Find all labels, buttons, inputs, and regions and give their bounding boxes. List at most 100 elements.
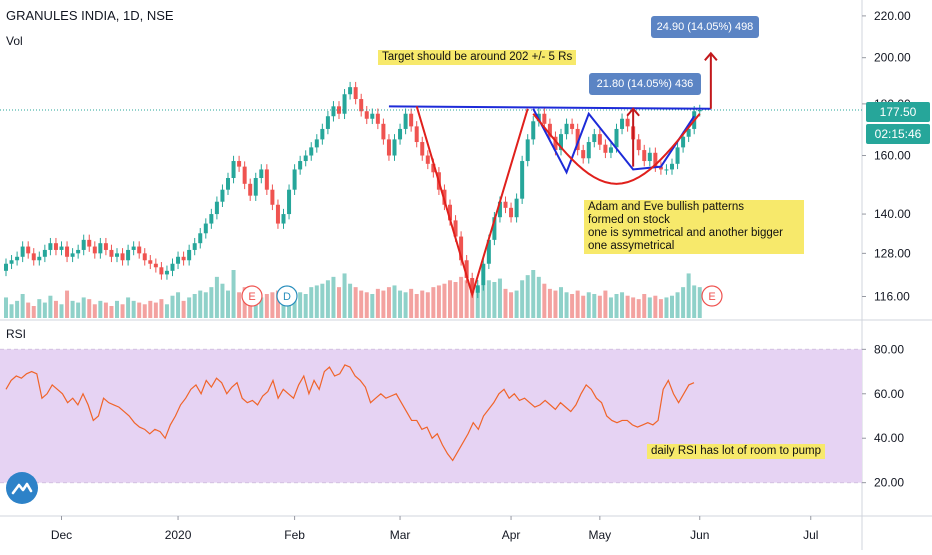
volume-bar bbox=[231, 270, 236, 318]
candle-body bbox=[220, 189, 225, 202]
candle-body bbox=[686, 128, 691, 137]
candle-body bbox=[353, 87, 358, 100]
candle-body bbox=[192, 243, 197, 250]
volume-bar bbox=[620, 292, 625, 318]
candle-body bbox=[670, 163, 674, 170]
adam-v-line bbox=[415, 106, 529, 299]
pattern-note-line: formed on stock bbox=[588, 214, 670, 226]
candle-body bbox=[681, 136, 686, 148]
candle-body bbox=[425, 155, 430, 164]
candle-body bbox=[614, 128, 619, 148]
candle-body bbox=[231, 161, 236, 179]
volume-bar bbox=[109, 306, 114, 318]
volume-bar bbox=[392, 285, 397, 318]
volume-bar bbox=[509, 292, 514, 318]
volume-bar bbox=[9, 304, 14, 318]
chart-title[interactable]: GRANULES INDIA, 1D, NSE bbox=[6, 8, 174, 23]
event-marker-circle bbox=[276, 285, 298, 307]
candle-body bbox=[164, 270, 169, 275]
volume-bar bbox=[497, 278, 502, 318]
volume-bar bbox=[164, 304, 169, 318]
tradingview-logo[interactable] bbox=[6, 472, 38, 504]
inner-w-line bbox=[532, 108, 696, 175]
candle-body bbox=[109, 249, 114, 257]
volume-bar bbox=[642, 294, 647, 318]
candle-body bbox=[159, 267, 164, 275]
candle-body bbox=[214, 201, 219, 215]
candle-body bbox=[381, 123, 386, 140]
candle-body bbox=[48, 243, 53, 250]
volume-bar bbox=[575, 290, 580, 318]
candle-body bbox=[348, 87, 353, 95]
volume-bar bbox=[442, 283, 447, 318]
volume-bar bbox=[176, 292, 181, 318]
volume-bar bbox=[553, 290, 558, 318]
volume-bar bbox=[170, 295, 175, 318]
event-marker[interactable]: E bbox=[701, 285, 723, 307]
volume-bar bbox=[214, 276, 219, 318]
candle-body bbox=[70, 253, 75, 257]
candle-body bbox=[625, 118, 630, 127]
volume-bar bbox=[514, 290, 519, 318]
volume-bar bbox=[608, 297, 613, 318]
candle-body bbox=[87, 239, 92, 247]
volume-bar bbox=[209, 287, 214, 318]
volume-bar bbox=[614, 294, 619, 318]
volume-bar bbox=[531, 270, 536, 318]
candle-body bbox=[26, 246, 31, 254]
candle-body bbox=[209, 214, 214, 224]
rsi-label[interactable]: RSI bbox=[6, 327, 27, 341]
candle-body bbox=[320, 128, 325, 140]
candle-body bbox=[398, 128, 403, 140]
candle-body bbox=[403, 113, 408, 129]
volume-bar bbox=[431, 287, 436, 318]
volume-bar bbox=[592, 294, 597, 318]
volume-bar bbox=[292, 290, 297, 318]
time-tick-label: Feb bbox=[284, 528, 305, 542]
volume-bar bbox=[348, 283, 353, 318]
volume-bar bbox=[536, 276, 541, 318]
volume-bar bbox=[398, 290, 403, 318]
volume-bar bbox=[337, 287, 341, 318]
volume-bar bbox=[670, 295, 674, 318]
volume-bar bbox=[448, 280, 452, 318]
candle-body bbox=[597, 134, 602, 145]
candle-body bbox=[542, 113, 547, 124]
logo-icon bbox=[11, 482, 33, 495]
volume-bar bbox=[187, 297, 192, 318]
volume-bar bbox=[259, 297, 264, 318]
volume-bar bbox=[87, 299, 92, 318]
volume-bar bbox=[631, 297, 636, 318]
candle-body bbox=[187, 249, 192, 261]
volume-bar bbox=[303, 294, 308, 318]
volume-bar bbox=[98, 300, 103, 318]
axes: 116.00128.00140.00160.00180.00200.00220.… bbox=[51, 9, 911, 542]
candle-body bbox=[314, 139, 319, 148]
rsi-note: daily RSI has lot of room to pump bbox=[647, 444, 826, 459]
volume-bar bbox=[459, 276, 464, 318]
rsi-tick-label: 80.00 bbox=[874, 342, 904, 356]
price-tick-label: 160.00 bbox=[874, 149, 911, 163]
candle-body bbox=[575, 128, 580, 151]
event-marker[interactable]: E bbox=[241, 285, 263, 307]
volume-label[interactable]: Vol bbox=[6, 34, 23, 48]
candle-body bbox=[475, 285, 480, 293]
volume-bar bbox=[92, 304, 97, 318]
candle-body bbox=[603, 144, 608, 153]
volume-bar bbox=[370, 294, 375, 318]
candle-body bbox=[697, 110, 702, 112]
volume-bar bbox=[409, 288, 414, 318]
volume-bar bbox=[137, 302, 142, 318]
event-marker-label: E bbox=[708, 291, 715, 303]
volume-bar bbox=[381, 290, 386, 318]
candle-body bbox=[92, 246, 97, 254]
candle-body bbox=[42, 249, 47, 257]
candle-body bbox=[242, 166, 247, 184]
rsi-line bbox=[5, 364, 695, 462]
event-marker[interactable]: D bbox=[276, 285, 298, 307]
candle-body bbox=[642, 150, 647, 162]
volume-bar bbox=[375, 288, 380, 318]
